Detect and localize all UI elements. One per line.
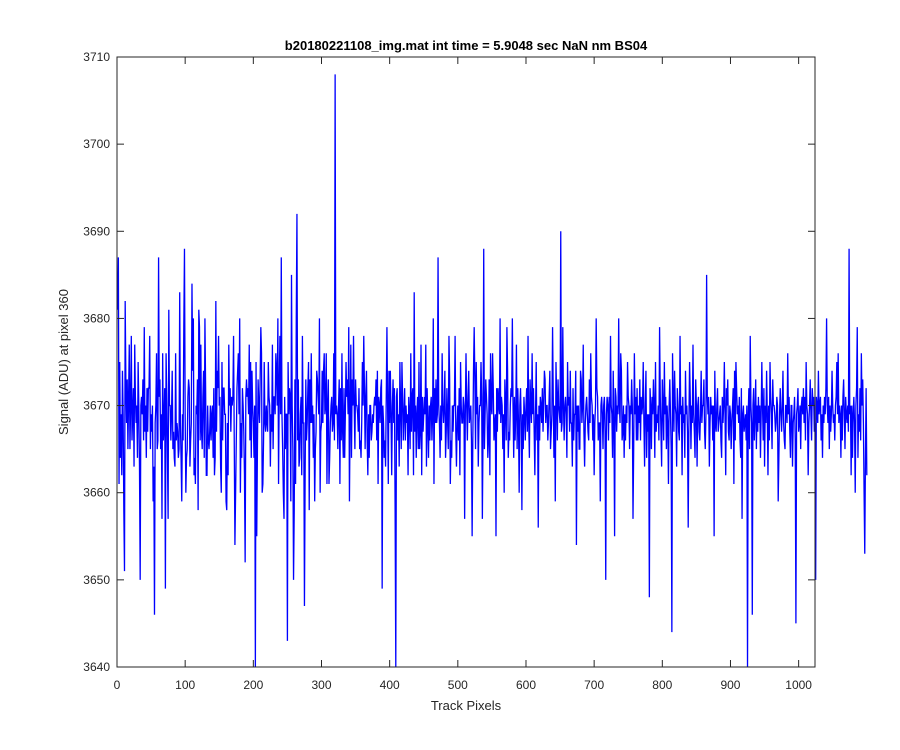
y-tick-label: 3710 xyxy=(83,50,110,64)
chart-title: b20180221108_img.mat int time = 5.9048 s… xyxy=(285,38,648,53)
x-tick-label: 300 xyxy=(311,678,331,692)
y-tick-label: 3640 xyxy=(83,660,110,674)
data-series-group xyxy=(117,74,868,668)
y-tick-label: 3700 xyxy=(83,137,110,151)
y-axis-label: Signal (ADU) at pixel 360 xyxy=(56,289,71,435)
x-tick-label: 500 xyxy=(448,678,468,692)
y-tick-label: 3660 xyxy=(83,486,110,500)
x-tick-label: 100 xyxy=(175,678,195,692)
x-axis-label: Track Pixels xyxy=(431,698,502,713)
x-tick-label: 200 xyxy=(243,678,263,692)
y-tick-label: 3690 xyxy=(83,224,110,238)
axes-box xyxy=(116,56,816,668)
y-tick-label: 3670 xyxy=(83,399,110,413)
y-tick-label: 3680 xyxy=(83,311,110,325)
y-tick-label: 3650 xyxy=(83,573,110,587)
x-tick-labels: 0 100 200 300 400 500 600 700 800 900 1000 xyxy=(114,678,813,692)
x-tick-label: 800 xyxy=(652,678,672,692)
x-tick-label: 400 xyxy=(380,678,400,692)
x-tick-label: 700 xyxy=(584,678,604,692)
x-tick-label: 0 xyxy=(114,678,121,692)
x-tick-label: 900 xyxy=(720,678,740,692)
x-tick-label: 600 xyxy=(516,678,536,692)
series-line-0 xyxy=(117,74,868,668)
y-tick-labels: 3640 3650 3660 3670 3680 3690 3700 3710 xyxy=(83,50,110,674)
x-tick-label: 1000 xyxy=(785,678,812,692)
